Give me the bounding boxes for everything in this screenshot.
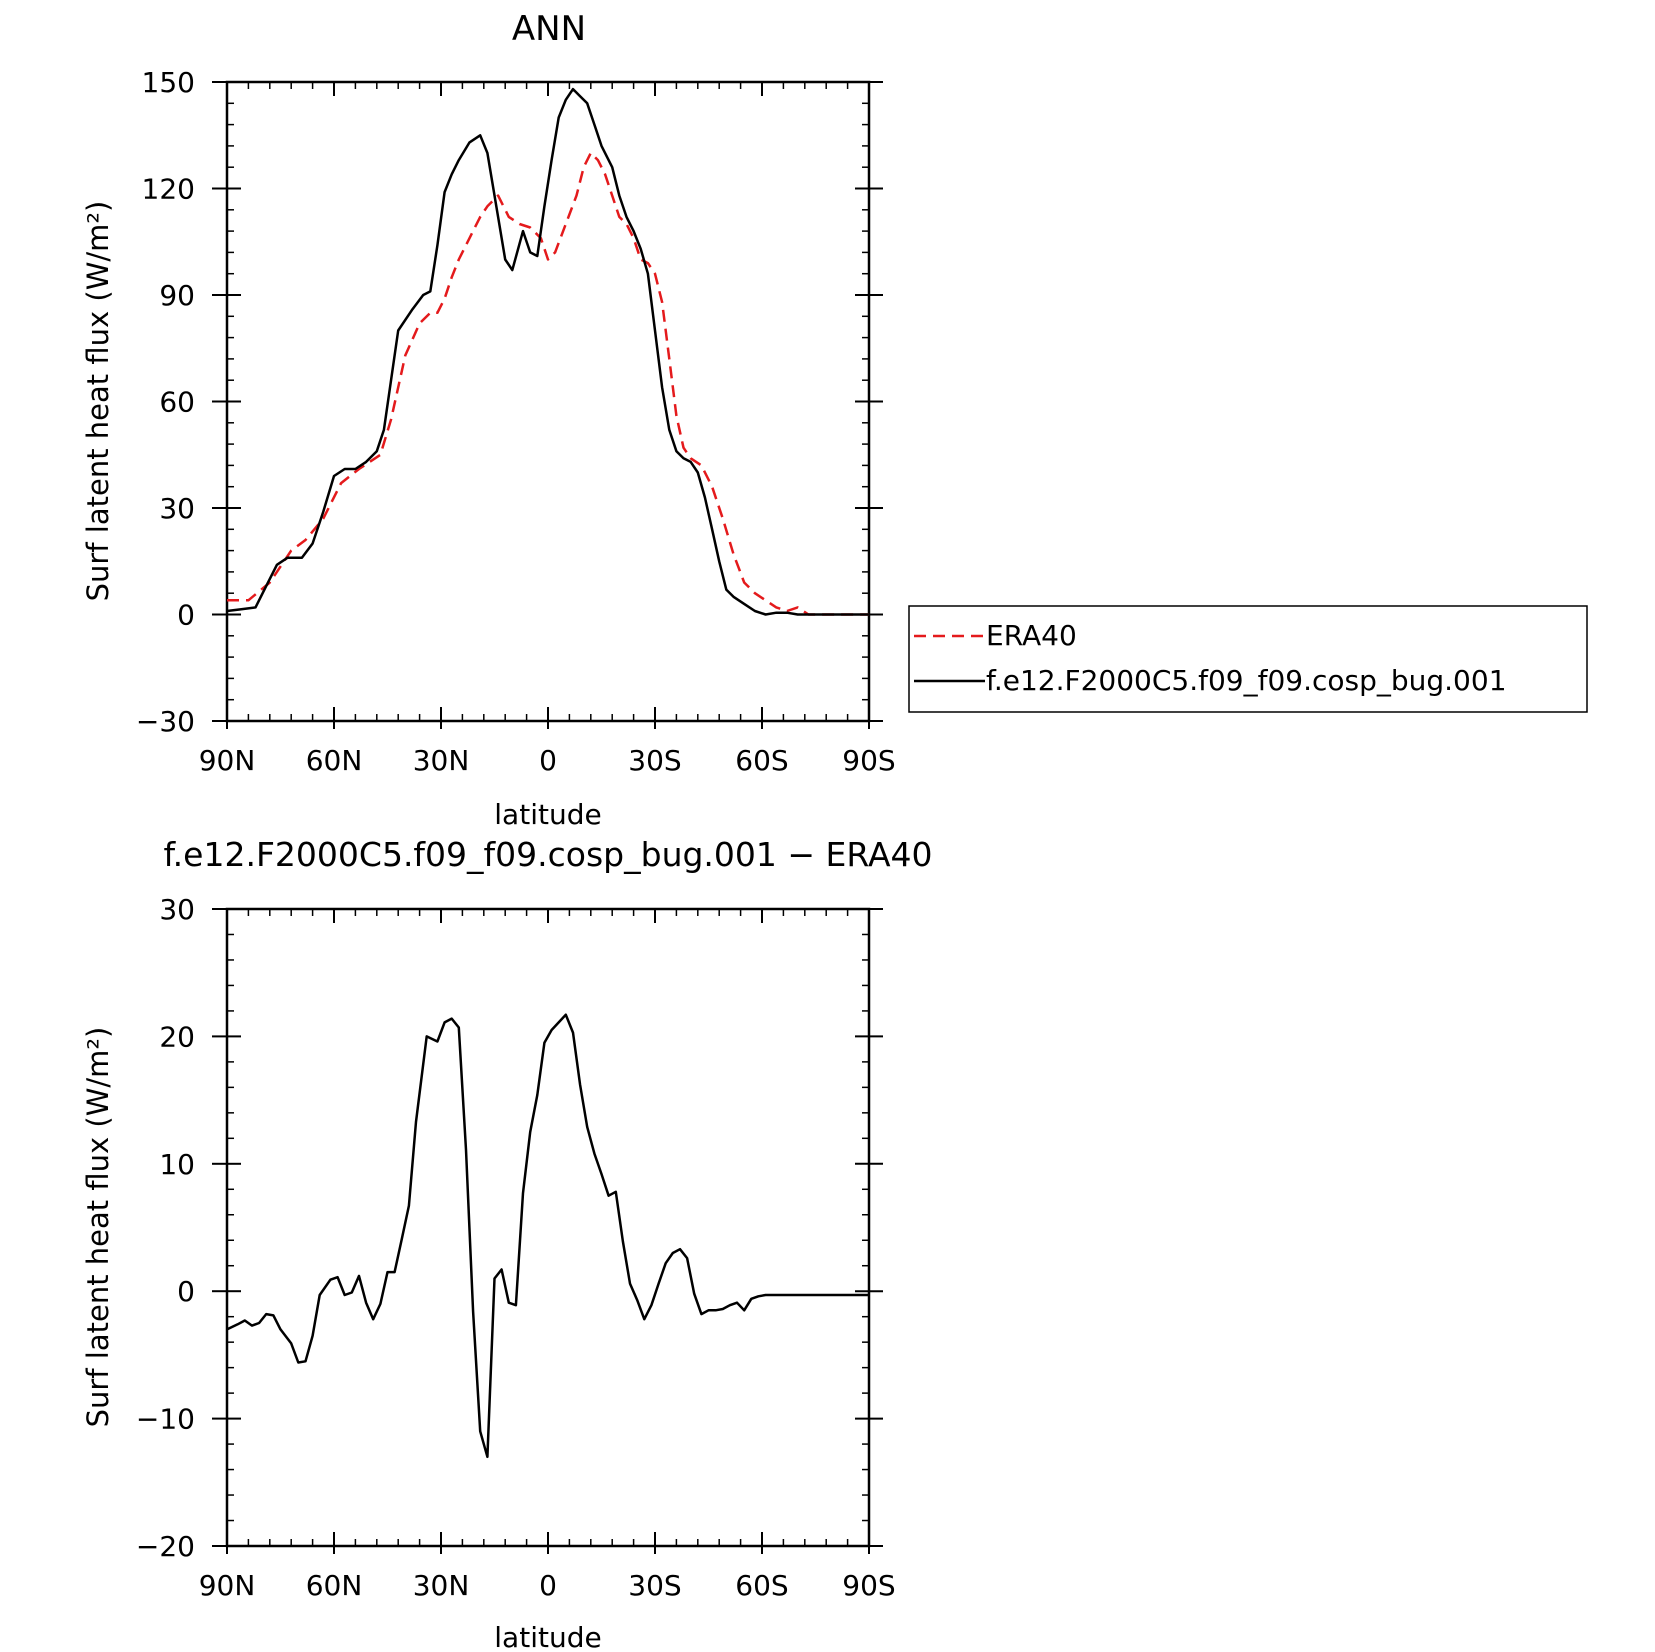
x-tick-label: 30N [413,1569,470,1602]
legend-box [908,605,1588,713]
series-group [226,87,869,616]
axis-ticks: 90N 60N 30N 0 30S 60S 90S −20 −10 0 10 20 30 [136,893,896,1602]
y-tick-label: 30 [159,492,195,525]
x-tick-label: 60S [735,744,788,777]
y-tick-label: 30 [159,893,195,926]
x-tick-label: 60N [306,744,363,777]
y-tick-label: 20 [159,1020,195,1053]
x-tick-label: 60N [306,1569,363,1602]
chart-title: ANN [512,9,586,49]
x-tick-label: 60S [735,1569,788,1602]
x-tick-label: 0 [539,1569,557,1602]
y-tick-label: 0 [177,1275,195,1308]
x-tick-label: 0 [539,744,557,777]
legend: ERA40 f.e12.F2000C5.f09_f09.cosp_bug.001 [908,605,1588,713]
x-tick-label: 90S [842,1569,895,1602]
x-axis-label: latitude [494,1621,601,1652]
legend-label-era40: ERA40 [986,619,1077,652]
legend-label-model: f.e12.F2000C5.f09_f09.cosp_bug.001 [986,664,1507,697]
axis-ticks: 90N 60N 30N 0 30S 60S 90S −30 0 30 60 90 120 150 [136,66,896,777]
x-tick-label: 30S [628,744,681,777]
difference-line [226,1013,869,1459]
x-tick-label: 30N [413,744,470,777]
y-axis-label: Surf latent heat flux (W/m²) [81,201,115,602]
y-tick-label: −30 [136,705,195,738]
x-tick-label: 30S [628,1569,681,1602]
series-line-era40 [227,151,869,616]
y-tick-label: 90 [159,279,195,312]
plot-frame [225,907,871,1548]
x-tick-label: 90N [199,744,256,777]
chart-top: ANN 90N 60N 30N 0 30S 60S 90S−300306090120150 … [81,9,1588,831]
chart-bottom: f.e12.F2000C5.f09_f09.cosp_bug.001 − ERA… [81,835,933,1652]
y-tick-label: −20 [136,1530,195,1563]
y-tick-label: 150 [142,66,195,99]
y-tick-label: 60 [159,386,195,419]
y-tick-label: 0 [177,599,195,632]
series-line-f-e12-f2000c5-f09-f09-cosp-bug-001 [226,87,869,616]
chart-title: f.e12.F2000C5.f09_f09.cosp_bug.001 − ERA… [163,835,932,874]
series-group [226,1013,869,1459]
y-tick-label: 120 [142,173,195,206]
x-axis-label: latitude [494,798,601,831]
x-tick-label: 90N [199,1569,256,1602]
y-tick-label: −10 [136,1403,195,1436]
x-tick-label: 90S [842,744,895,777]
y-tick-label: 10 [159,1148,195,1181]
y-axis-label: Surf latent heat flux (W/m²) [81,1027,115,1428]
